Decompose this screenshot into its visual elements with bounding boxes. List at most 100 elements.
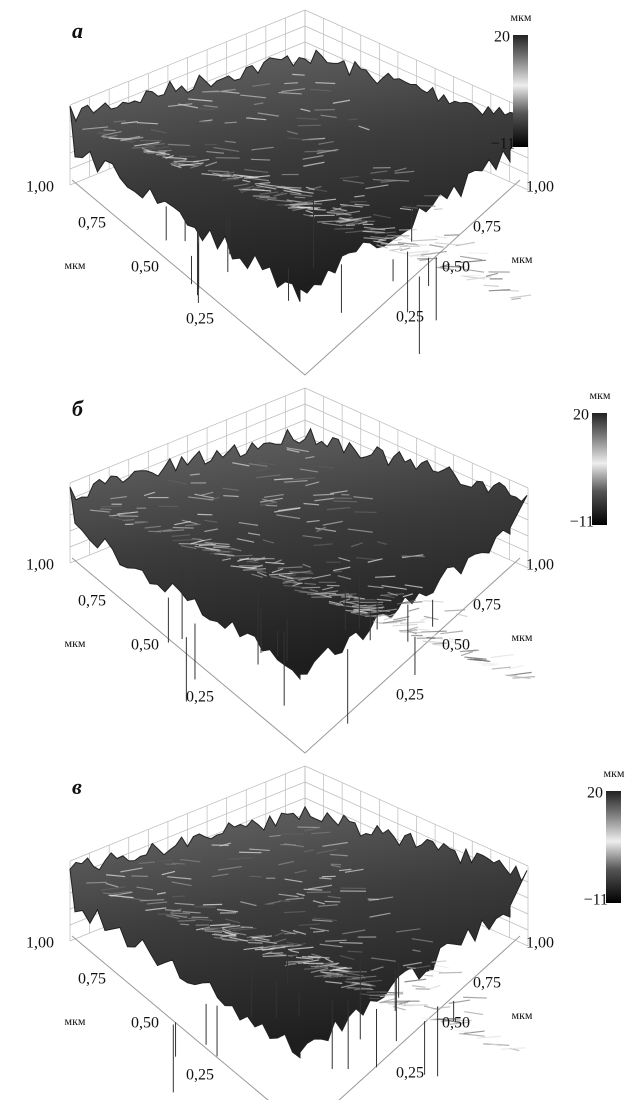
surface-texture (199, 109, 215, 110)
surface-texture (265, 505, 277, 506)
left-tick-label: 1,00 (26, 179, 54, 196)
left-tick-label: 0,50 (131, 637, 159, 654)
surface-texture (334, 228, 353, 229)
right-tick-label: 0,25 (396, 687, 424, 704)
panel: бмкм20−111,000,750,500,25мкм1,000,750,50… (26, 388, 611, 753)
panel-label: а (72, 18, 83, 43)
surface-texture (307, 594, 327, 595)
surface-texture (449, 1000, 470, 1003)
surface-texture (347, 951, 362, 952)
panel: амкм20−111,000,750,500,25мкм1,000,750,50… (26, 10, 554, 375)
surface-texture (292, 74, 304, 75)
surface-texture (200, 122, 211, 123)
surface-texture (279, 901, 290, 902)
colorbar-max: 20 (494, 29, 510, 46)
surface-texture (301, 587, 320, 588)
left-tick-label: 1,00 (26, 935, 54, 952)
surface-texture (101, 506, 121, 507)
left-axis-label: мкм (64, 636, 85, 650)
surface-texture (419, 259, 428, 260)
surface-texture (501, 1048, 526, 1049)
colorbar (592, 413, 607, 525)
surface-texture (249, 876, 261, 877)
surface-texture (109, 515, 120, 516)
surface-texture (354, 512, 376, 513)
surface-texture (491, 655, 514, 658)
colorbar-unit: мкм (510, 10, 531, 24)
surface-texture (251, 159, 270, 160)
surface-texture (393, 624, 418, 626)
surface-texture (339, 943, 362, 944)
left-axis-label: мкм (64, 258, 85, 272)
surface-texture (456, 242, 475, 245)
colorbar-unit: мкм (603, 766, 624, 780)
right-tick-label: 0,25 (396, 309, 424, 326)
surface-texture (459, 1034, 484, 1037)
surface-texture (203, 904, 222, 905)
left-tick-label: 0,50 (131, 259, 159, 276)
right-tick-label: 1,00 (526, 935, 554, 952)
right-axis-label: мкм (511, 1008, 532, 1022)
right-tick-label: 0,50 (442, 637, 470, 654)
surface-texture (248, 943, 263, 944)
surface-texture (393, 617, 409, 620)
surface-texture (284, 83, 298, 84)
surface-texture (434, 209, 443, 210)
surface-texture (401, 556, 424, 557)
surface-texture (225, 122, 237, 123)
surface-texture (195, 907, 216, 908)
surface-texture (400, 632, 422, 633)
surface-texture (434, 965, 449, 968)
surface-texture (392, 251, 407, 254)
surface-texture (156, 154, 165, 155)
right-tick-label: 0,50 (442, 1015, 470, 1032)
surface-texture (430, 985, 440, 988)
surface-texture (358, 607, 383, 608)
right-tick-label: 0,25 (396, 1065, 424, 1082)
surface-texture (387, 235, 409, 236)
surface-texture (394, 621, 402, 622)
surface-texture (356, 221, 375, 222)
colorbar-unit: мкм (589, 388, 610, 402)
surface-texture (424, 975, 433, 976)
surface-texture (510, 295, 531, 298)
surface-texture (294, 197, 305, 198)
surface-texture (170, 913, 190, 914)
surface-texture (172, 896, 185, 897)
surface-texture (304, 151, 324, 152)
surface-texture (180, 924, 189, 925)
surface-texture (173, 528, 194, 529)
surface-texture (408, 608, 419, 611)
right-tick-label: 1,00 (526, 557, 554, 574)
surface-texture (165, 864, 176, 865)
colorbar-min: −11 (570, 514, 594, 531)
surface-texture (412, 239, 437, 241)
right-axis-label: мкм (511, 630, 532, 644)
surface-texture (250, 562, 258, 563)
surface-texture (427, 638, 436, 639)
panel-label: в (72, 774, 82, 799)
right-tick-label: 0,75 (473, 597, 501, 614)
surface-texture (463, 997, 487, 998)
surface-texture (421, 631, 447, 632)
colorbar-max: 20 (573, 407, 589, 424)
surface-texture (404, 979, 426, 982)
right-tick-label: 0,50 (442, 259, 470, 276)
colorbar (513, 35, 528, 147)
surface-texture (255, 949, 274, 950)
surface-texture (423, 601, 443, 602)
surface-texture (86, 882, 107, 883)
surface-texture (403, 236, 413, 239)
surface-texture (351, 612, 362, 613)
surface-texture (104, 130, 116, 131)
surface-texture (468, 253, 489, 254)
left-tick-label: 0,25 (186, 1067, 214, 1084)
colorbar-max: 20 (587, 785, 603, 802)
right-axis-label: мкм (511, 252, 532, 266)
surface-texture (483, 285, 498, 286)
surface-texture (477, 1036, 501, 1038)
surface-texture (486, 273, 498, 276)
surface-texture (178, 920, 196, 921)
left-tick-label: 0,25 (186, 689, 214, 706)
surface-texture (478, 663, 499, 665)
